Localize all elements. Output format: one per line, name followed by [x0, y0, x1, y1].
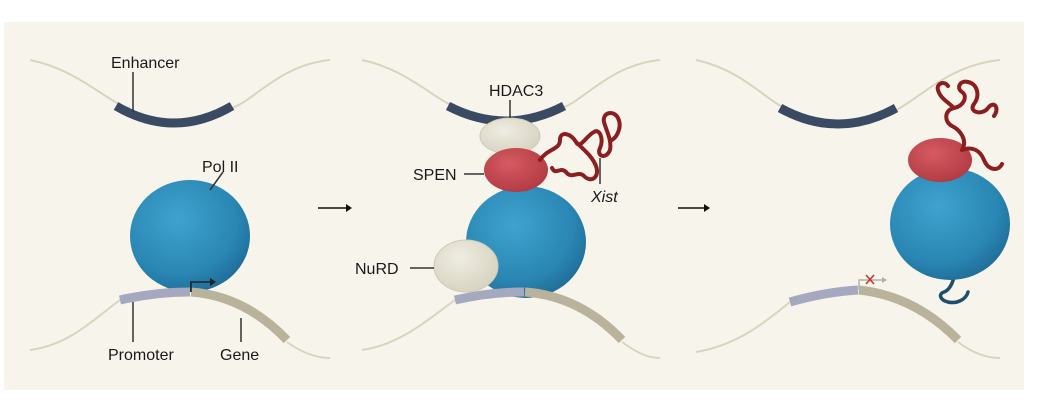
- xist-label: Xist: [590, 189, 618, 206]
- pol2-ctd-tail: [938, 266, 970, 305]
- gene-segment-1: [190, 287, 291, 344]
- dna-strand-lower-3: [695, 301, 1001, 359]
- panel-2: HDAC3 SPEN Xist NuRD: [355, 59, 661, 359]
- spen-label: SPEN: [413, 167, 457, 184]
- promoter-label: Promoter: [108, 347, 174, 364]
- panel-1: Enhancer Pol II Promoter Gene: [29, 55, 331, 364]
- blocked-transcription-icon: [858, 274, 887, 290]
- pol2-complex-1: [130, 180, 250, 292]
- tss-arrowhead: [210, 278, 216, 286]
- spen-protein-2: [484, 148, 548, 192]
- xist-rna-3: [935, 79, 1004, 171]
- panel-3: [695, 59, 1010, 359]
- pol2-label: Pol II: [202, 159, 238, 176]
- promoter-segment-1: [118, 287, 191, 305]
- dna-strand-lower-2: [361, 299, 661, 359]
- arrow-right-icon: [678, 204, 710, 212]
- gene-segment-2: [524, 287, 626, 344]
- dna-strand-lower-1: [29, 299, 331, 359]
- spen-protein-3: [908, 138, 972, 182]
- promoter-segment-3: [788, 285, 859, 307]
- enhancer-segment-1: [113, 102, 235, 128]
- enhancer-segment-3: [777, 104, 899, 129]
- pol2-leader-line: [209, 171, 224, 191]
- gene-label: Gene: [220, 347, 259, 364]
- nurd-complex: [433, 239, 499, 293]
- promoter-segment-2: [453, 287, 525, 305]
- hdac3-label: HDAC3: [489, 83, 543, 100]
- enhancer-label: Enhancer: [111, 55, 180, 72]
- xist-rna-2: [538, 111, 622, 182]
- pol2-complex-3: [890, 168, 1010, 280]
- nurd-label: NuRD: [355, 261, 399, 278]
- arrow-right-icon: [318, 204, 352, 212]
- tss-arrow-icon: [190, 281, 210, 292]
- gene-segment-3: [858, 285, 962, 344]
